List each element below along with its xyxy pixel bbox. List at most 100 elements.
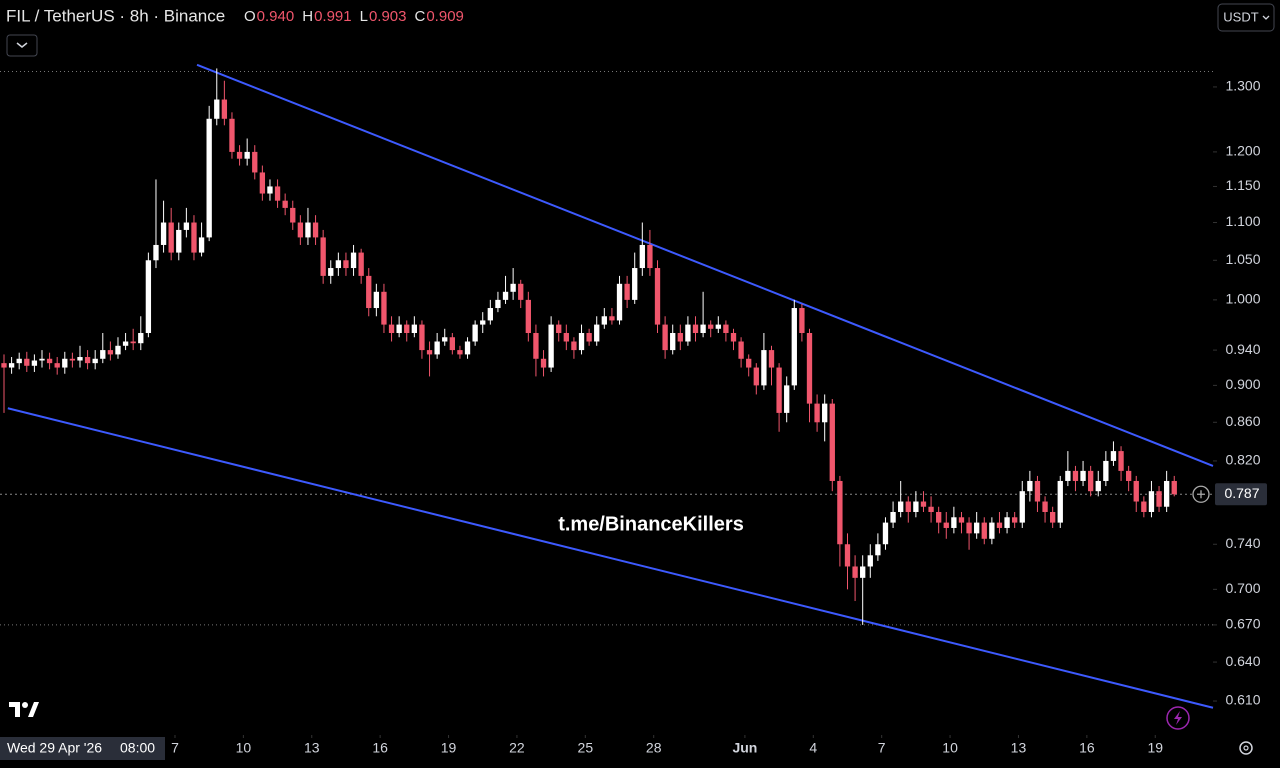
candle-body <box>176 229 182 253</box>
candle-body <box>958 517 965 523</box>
ohlc-legend: O 0.940 H 0.991 L 0.903 C 0.909 <box>244 8 464 25</box>
currency-label: USDT <box>1223 9 1258 24</box>
candle-body <box>1057 480 1063 523</box>
candle-body <box>366 275 372 309</box>
candle-body <box>77 357 83 361</box>
candle-body <box>449 337 455 351</box>
candle-body <box>480 320 486 325</box>
candle-body <box>723 324 729 334</box>
candle-body <box>39 358 45 361</box>
candle-body <box>487 308 493 321</box>
candle-body <box>290 207 296 223</box>
candle-body <box>1141 501 1147 512</box>
settings-icon[interactable] <box>1239 741 1253 755</box>
chart-title: FIL / TetherUS · 8h · Binance <box>6 6 225 25</box>
candle-body <box>320 237 326 276</box>
candle-body <box>442 337 448 342</box>
legend-value: 0.909 <box>426 8 464 25</box>
candle-body <box>715 324 721 329</box>
candle-body <box>495 299 501 309</box>
candle-body <box>540 358 547 368</box>
candle-body <box>662 324 668 351</box>
candle-body <box>358 252 364 276</box>
bolt-icon <box>1174 711 1182 725</box>
candle-body <box>411 324 418 334</box>
legend-value: 0.903 <box>369 8 407 25</box>
candle-body <box>692 324 699 334</box>
candle-body <box>677 333 683 342</box>
candle-body <box>920 501 927 507</box>
candle-body <box>1027 480 1033 492</box>
plus-icon <box>1197 490 1205 499</box>
y-tick-label: 0.900 <box>1225 376 1260 392</box>
candle-body <box>31 360 38 366</box>
x-tick-label: 16 <box>372 740 388 756</box>
candle-body <box>943 522 949 528</box>
legend-value: 0.991 <box>314 8 352 25</box>
candle-body <box>206 118 212 238</box>
candle-body <box>221 99 228 119</box>
alert-icon[interactable] <box>1166 706 1190 730</box>
x-tick-label: 4 <box>809 740 817 756</box>
candle-body <box>1019 491 1025 523</box>
candle-body <box>708 324 714 329</box>
candle-body <box>974 522 980 534</box>
candle-body <box>229 118 235 152</box>
trendline <box>7 407 1214 709</box>
crosshair-time: 08:00 <box>120 740 155 756</box>
y-tick-label: 0.700 <box>1225 580 1260 596</box>
candle-body <box>784 385 790 413</box>
candle-body <box>244 151 250 159</box>
candle-body <box>882 522 889 545</box>
candle-body <box>548 324 554 368</box>
candle-body <box>404 324 410 334</box>
y-tick-label: 1.050 <box>1225 251 1260 267</box>
candle-body <box>1156 491 1162 507</box>
candle-body <box>115 345 121 355</box>
candle-body <box>776 367 782 413</box>
currency-button[interactable] <box>1217 3 1275 32</box>
candle-body <box>502 291 509 300</box>
candle-body <box>153 244 159 261</box>
candle-body <box>305 222 311 238</box>
candle-body <box>335 260 342 269</box>
candle-body <box>122 341 129 346</box>
candle-body <box>829 403 835 481</box>
y-tick-label: 1.200 <box>1225 143 1260 159</box>
y-tick-label: 0.670 <box>1225 616 1260 632</box>
candle-body <box>259 172 266 194</box>
candle-body <box>654 268 661 325</box>
candle-body <box>8 363 15 368</box>
candle-body <box>464 341 471 355</box>
candle-body <box>236 151 243 159</box>
candle-body <box>350 252 357 269</box>
candle-body <box>670 333 676 351</box>
candle-body <box>1080 470 1086 481</box>
candle-body <box>837 480 843 545</box>
candle-body <box>1095 480 1101 492</box>
candle-body <box>145 260 152 334</box>
tradingview-logo <box>9 702 39 717</box>
x-tick-label: Jun <box>732 740 757 756</box>
candle-body <box>578 333 585 351</box>
candle-body <box>791 308 797 386</box>
candle-body <box>388 324 395 334</box>
x-tick-label: 25 <box>578 740 594 756</box>
candle-body <box>1050 511 1056 523</box>
candle-body <box>685 324 691 342</box>
x-tick-label: 7 <box>171 740 179 756</box>
candle-body <box>1125 470 1132 481</box>
candle-body <box>373 291 380 309</box>
candle-body <box>1133 480 1139 502</box>
candle-body <box>191 222 197 253</box>
candle-body <box>107 350 114 355</box>
candle-body <box>563 333 569 342</box>
y-tick-label: 1.300 <box>1225 78 1260 94</box>
legend-key: L <box>360 8 368 25</box>
candle-body <box>510 283 516 292</box>
candle-body <box>746 358 752 368</box>
collapse-button[interactable] <box>6 34 38 57</box>
candle-body <box>1103 460 1109 481</box>
candle-body <box>1118 451 1124 471</box>
